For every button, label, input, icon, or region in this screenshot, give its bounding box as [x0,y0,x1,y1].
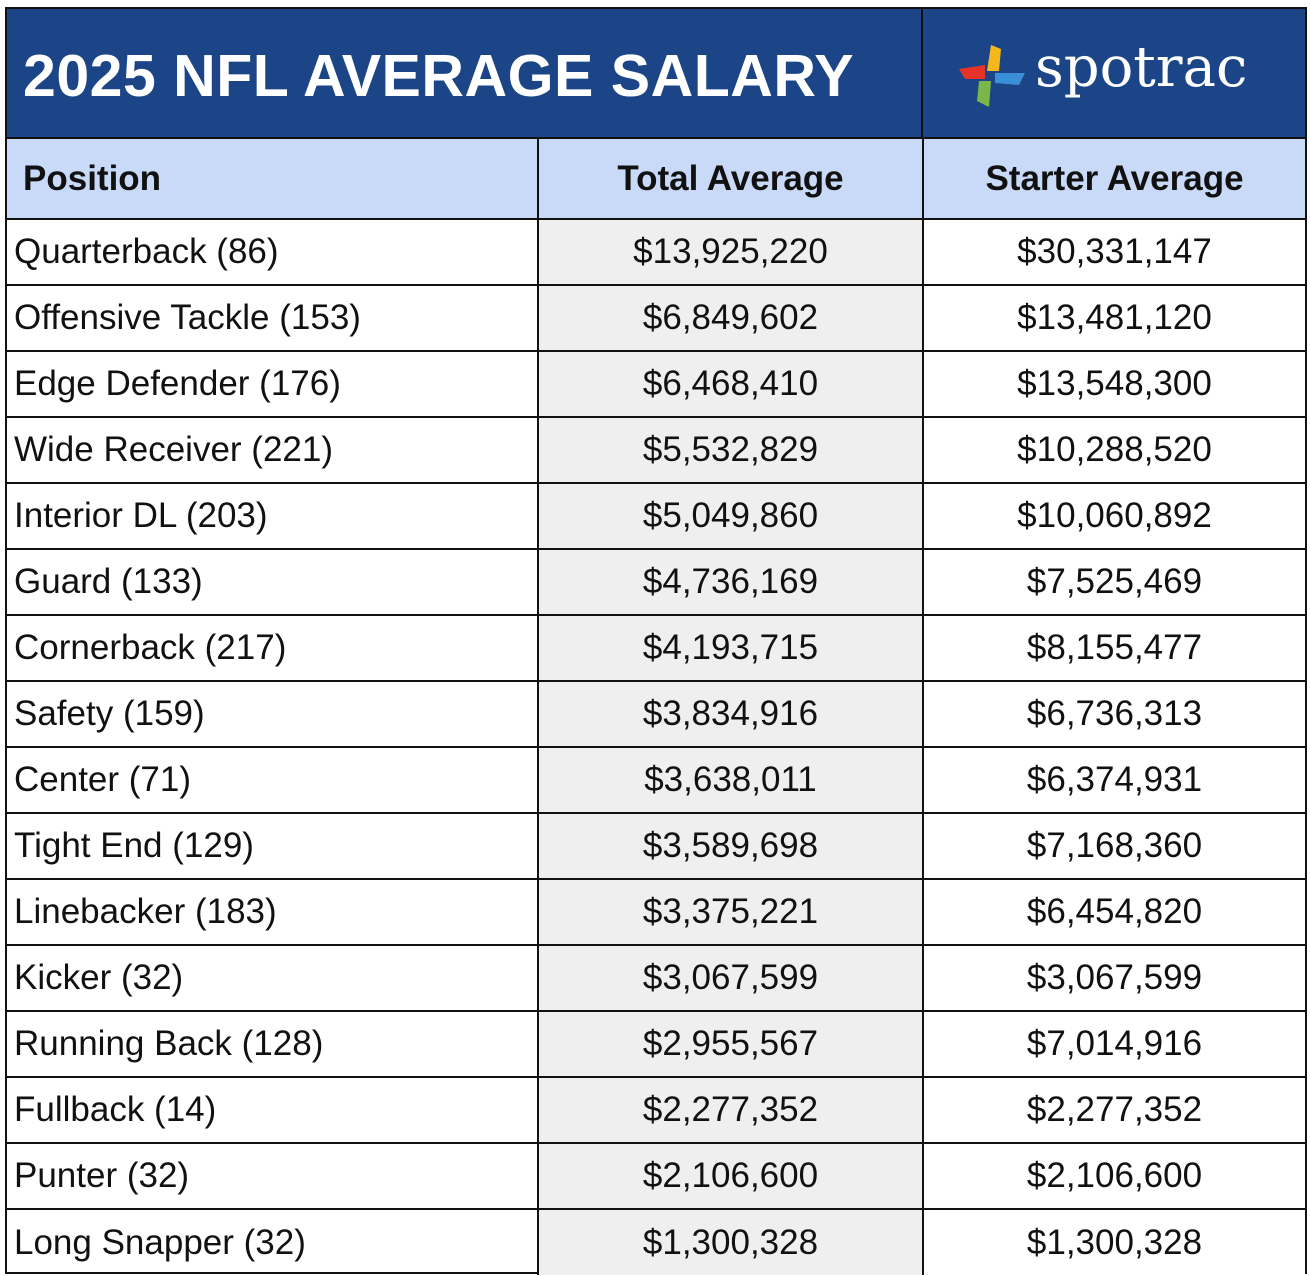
cell-total-average: $4,736,169 [537,548,924,616]
cell-position: Quarterback (86) [7,218,539,286]
cell-starter-average: $7,168,360 [922,812,1305,880]
spotrac-logo: spotrac [955,35,1285,115]
table-header-row: Position Total Average Starter Average [7,139,1305,220]
cell-position: Interior DL (203) [7,482,539,550]
cell-starter-average: $10,060,892 [922,482,1305,550]
table-row: Punter (32) $2,106,600 $2,106,600 [7,1142,1305,1210]
pinwheel-red-blade [959,65,985,79]
salary-table-frame: 2025 NFL AVERAGE SALARY spotrac Position… [5,7,1307,1275]
table-row: Wide Receiver (221) $5,532,829 $10,288,520 [7,416,1305,484]
table-row: Linebacker (183) $3,375,221 $6,454,820 [7,878,1305,946]
cell-position: Cornerback (217) [7,614,539,682]
cell-position: Punter (32) [7,1142,539,1210]
pinwheel-green-blade [977,81,991,107]
cell-starter-average: $7,014,916 [922,1010,1305,1078]
table-row: Quarterback (86) $13,925,220 $30,331,147 [7,218,1305,286]
cell-starter-average: $2,277,352 [922,1076,1305,1144]
cell-total-average: $13,925,220 [537,218,924,286]
cell-total-average: $1,300,328 [537,1208,924,1275]
cell-starter-average: $6,736,313 [922,680,1305,748]
cell-position: Running Back (128) [7,1010,539,1078]
cell-starter-average: $6,374,931 [922,746,1305,814]
table-row: Running Back (128) $2,955,567 $7,014,916 [7,1010,1305,1078]
cell-position: Safety (159) [7,680,539,748]
cell-position: Edge Defender (176) [7,350,539,418]
cell-total-average: $3,589,698 [537,812,924,880]
cell-position: Offensive Tackle (153) [7,284,539,352]
cell-position: Long Snapper (32) [7,1208,539,1275]
title-divider [921,9,923,137]
table-row: Center (71) $3,638,011 $6,374,931 [7,746,1305,814]
table-row: Long Snapper (32) $1,300,328 $1,300,328 [7,1208,1305,1275]
cell-position: Guard (133) [7,548,539,616]
cell-starter-average: $30,331,147 [922,218,1305,286]
pinwheel-blue-blade [995,73,1025,85]
cell-position: Fullback (14) [7,1076,539,1144]
cell-total-average: $4,193,715 [537,614,924,682]
cell-starter-average: $2,106,600 [922,1142,1305,1210]
table-row: Cornerback (217) $4,193,715 $8,155,477 [7,614,1305,682]
cell-starter-average: $8,155,477 [922,614,1305,682]
table-row: Edge Defender (176) $6,468,410 $13,548,300 [7,350,1305,418]
cell-total-average: $5,049,860 [537,482,924,550]
column-header-total-average: Total Average [537,139,924,220]
column-header-starter-average: Starter Average [922,139,1305,220]
cell-position: Wide Receiver (221) [7,416,539,484]
cell-total-average: $3,375,221 [537,878,924,946]
column-header-position: Position [7,139,539,220]
salary-table: Position Total Average Starter Average Q… [7,139,1305,1275]
cell-starter-average: $7,525,469 [922,548,1305,616]
spotrac-wordmark: spotrac [1035,35,1248,100]
title-bar: 2025 NFL AVERAGE SALARY spotrac [7,9,1305,139]
table-row: Tight End (129) $3,589,698 $7,168,360 [7,812,1305,880]
table-row: Interior DL (203) $5,049,860 $10,060,892 [7,482,1305,550]
table-row: Kicker (32) $3,067,599 $3,067,599 [7,944,1305,1012]
cell-starter-average: $13,481,120 [922,284,1305,352]
cell-total-average: $6,468,410 [537,350,924,418]
cell-position: Center (71) [7,746,539,814]
cell-starter-average: $6,454,820 [922,878,1305,946]
cell-position: Linebacker (183) [7,878,539,946]
page-title: 2025 NFL AVERAGE SALARY [23,43,855,109]
cell-starter-average: $1,300,328 [922,1208,1305,1275]
cell-total-average: $3,638,011 [537,746,924,814]
cell-position: Tight End (129) [7,812,539,880]
cell-total-average: $2,277,352 [537,1076,924,1144]
cell-position: Kicker (32) [7,944,539,1012]
cell-total-average: $3,067,599 [537,944,924,1012]
pinwheel-yellow-blade [987,45,1001,71]
cell-starter-average: $10,288,520 [922,416,1305,484]
table-row: Fullback (14) $2,277,352 $2,277,352 [7,1076,1305,1144]
cell-total-average: $3,834,916 [537,680,924,748]
cell-starter-average: $13,548,300 [922,350,1305,418]
cell-starter-average: $3,067,599 [922,944,1305,1012]
cell-total-average: $2,106,600 [537,1142,924,1210]
spotrac-pinwheel-icon [959,45,1025,107]
cell-total-average: $2,955,567 [537,1010,924,1078]
cell-total-average: $5,532,829 [537,416,924,484]
table-row: Safety (159) $3,834,916 $6,736,313 [7,680,1305,748]
table-row: Guard (133) $4,736,169 $7,525,469 [7,548,1305,616]
cell-total-average: $6,849,602 [537,284,924,352]
table-row: Offensive Tackle (153) $6,849,602 $13,481,… [7,284,1305,352]
